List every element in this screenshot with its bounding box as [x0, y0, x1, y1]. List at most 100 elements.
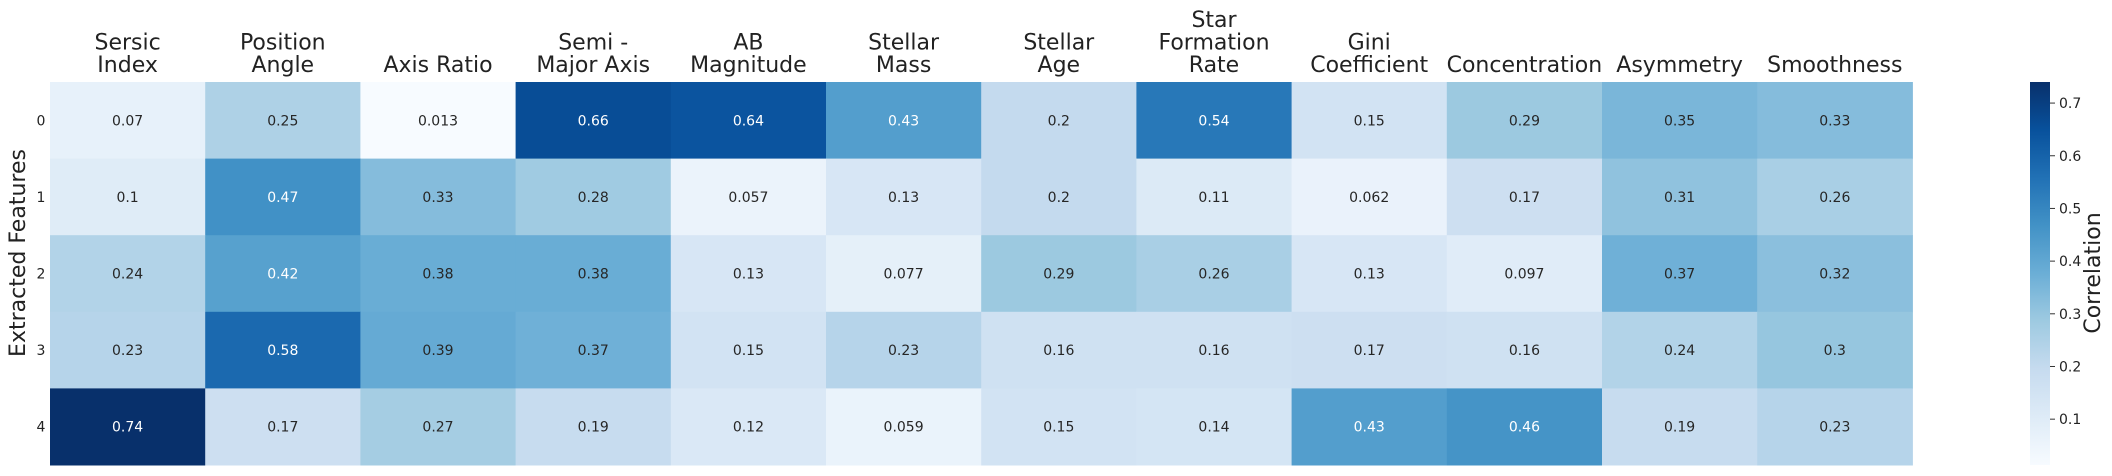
column-label: Asymmetry [1616, 53, 1743, 78]
heatmap-cell [670, 311, 827, 389]
colorbar-tick-label: 0.6 [2059, 149, 2081, 165]
heatmap-cell [515, 82, 672, 160]
cell-value-label: 0.66 [578, 113, 609, 129]
cell-value-label: 0.47 [267, 190, 298, 206]
heatmap-cell [1757, 388, 1913, 466]
heatmap-cell [670, 235, 827, 313]
colorbar [2030, 82, 2050, 465]
heatmap-cell [50, 235, 206, 313]
heatmap-cell [1136, 235, 1293, 313]
cell-value-label: 0.12 [733, 420, 764, 436]
cell-value-label: 0.37 [578, 343, 609, 359]
cell-value-label: 0.23 [112, 343, 143, 359]
cell-value-label: 0.13 [733, 267, 764, 283]
heatmap-cell [1602, 311, 1758, 389]
row-label: 4 [37, 420, 46, 436]
cell-value-label: 0.38 [578, 267, 609, 283]
cell-value-label: 0.33 [422, 190, 453, 206]
column-label: Semi -Major Axis [536, 31, 650, 79]
cell-value-label: 0.11 [1198, 190, 1229, 206]
cell-value-label: 0.29 [1043, 267, 1074, 283]
heatmap-cell [670, 158, 827, 236]
heatmap-cell [1446, 158, 1603, 236]
cell-value-label: 0.097 [1504, 267, 1544, 283]
heatmap-cell [205, 311, 361, 389]
y-axis-label: Extracted Features [6, 149, 31, 357]
heatmap-cell [981, 235, 1137, 313]
heatmap-cell [826, 235, 982, 313]
cell-value-label: 0.077 [884, 267, 924, 283]
heatmap-cell [515, 388, 672, 466]
heatmap-cell [50, 158, 206, 236]
cell-value-label: 0.43 [888, 113, 919, 129]
cell-value-label: 0.16 [1198, 343, 1229, 359]
heatmap-cell [1446, 311, 1603, 389]
cell-value-label: 0.15 [1043, 420, 1074, 436]
cell-value-label: 0.2 [1048, 190, 1070, 206]
cell-value-label: 0.24 [112, 267, 143, 283]
heatmap-cell [360, 82, 517, 160]
cell-value-label: 0.07 [112, 113, 143, 129]
cell-value-label: 0.17 [267, 420, 298, 436]
heatmap-cell [1136, 82, 1293, 160]
colorbar-tick-label: 0.1 [2059, 412, 2081, 428]
heatmap-cell [50, 82, 206, 160]
column-labels: Sersic Index Position Angle Axis Ratio Semi -… [94, 8, 1902, 78]
heatmap-cell [670, 82, 827, 160]
column-label: Position Angle [240, 31, 326, 79]
cell-value-label: 0.46 [1509, 420, 1540, 436]
cell-value-label: 0.25 [267, 113, 298, 129]
heatmap-cell [1136, 388, 1293, 466]
cell-value-label: 0.27 [422, 420, 453, 436]
cell-value-label: 0.43 [1354, 420, 1385, 436]
row-labels: 0 1 2 3 4 [37, 113, 46, 435]
cell-value-label: 0.15 [733, 343, 764, 359]
colorbar-ticks: 0.1 0.2 0.3 0.4 0.5 0.6 0.7 [2050, 96, 2081, 428]
column-label: Stellar Mass [868, 31, 940, 79]
column-label: Star Formation Rate [1158, 8, 1269, 78]
cell-value-label: 0.1 [116, 190, 138, 206]
heatmap-cell [360, 158, 517, 236]
heatmap-cell [826, 388, 982, 466]
heatmap-cell [981, 82, 1137, 160]
cell-value-label: 0.13 [1354, 267, 1385, 283]
column-label: AB Magnitude [690, 31, 807, 79]
cell-value-label: 0.13 [888, 190, 919, 206]
cell-value-label: 0.19 [1664, 420, 1695, 436]
cell-value-label: 0.28 [578, 190, 609, 206]
column-label: Concentration [1447, 53, 1603, 78]
cell-value-label: 0.37 [1664, 267, 1695, 283]
cell-value-label: 0.58 [267, 343, 298, 359]
cell-value-label: 0.54 [1198, 113, 1229, 129]
cell-value-label: 0.39 [422, 343, 453, 359]
heatmap-cell [670, 388, 827, 466]
cell-value-label: 0.29 [1509, 113, 1540, 129]
column-label: Axis Ratio [383, 53, 492, 78]
heatmap-cell [360, 311, 517, 389]
heatmap-cell [1446, 235, 1603, 313]
heatmap-cell [1757, 82, 1913, 160]
cell-value-label: 0.32 [1819, 267, 1850, 283]
cell-value-label: 0.38 [422, 267, 453, 283]
heatmap-cell [1602, 388, 1758, 466]
cell-value-label: 0.057 [728, 190, 768, 206]
cell-value-label: 0.15 [1354, 113, 1385, 129]
cell-value-label: 0.17 [1354, 343, 1385, 359]
cell-value-label: 0.19 [578, 420, 609, 436]
colorbar-tick-label: 0.4 [2059, 254, 2081, 270]
column-label: Smoothness [1767, 53, 1902, 78]
heatmap-cell [360, 388, 517, 466]
heatmap-cell [981, 311, 1137, 389]
heatmap-cell [1602, 82, 1758, 160]
heatmap-cell [515, 311, 672, 389]
heatmap-cell [1602, 158, 1758, 236]
colorbar-tick-label: 0.5 [2059, 201, 2081, 217]
row-label: 2 [37, 267, 46, 283]
heatmap-cell [826, 82, 982, 160]
cell-value-label: 0.013 [418, 113, 458, 129]
cell-value-label: 0.16 [1043, 343, 1074, 359]
column-label: Sersic Index [94, 31, 160, 79]
row-label: 1 [37, 190, 46, 206]
heatmap-cell [1291, 388, 1448, 466]
